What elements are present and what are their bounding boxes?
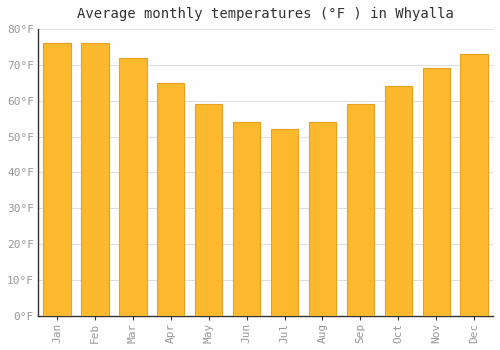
Bar [44,43,70,316]
Bar [157,83,184,316]
Bar [422,69,450,316]
Bar [460,54,487,316]
Bar [119,58,146,316]
Title: Average monthly temperatures (°F ) in Whyalla: Average monthly temperatures (°F ) in Wh… [77,7,454,21]
Bar [309,122,336,316]
Bar [271,130,298,316]
Bar [346,104,374,316]
Bar [195,104,222,316]
Bar [82,43,108,316]
Bar [233,122,260,316]
Bar [384,86,412,316]
